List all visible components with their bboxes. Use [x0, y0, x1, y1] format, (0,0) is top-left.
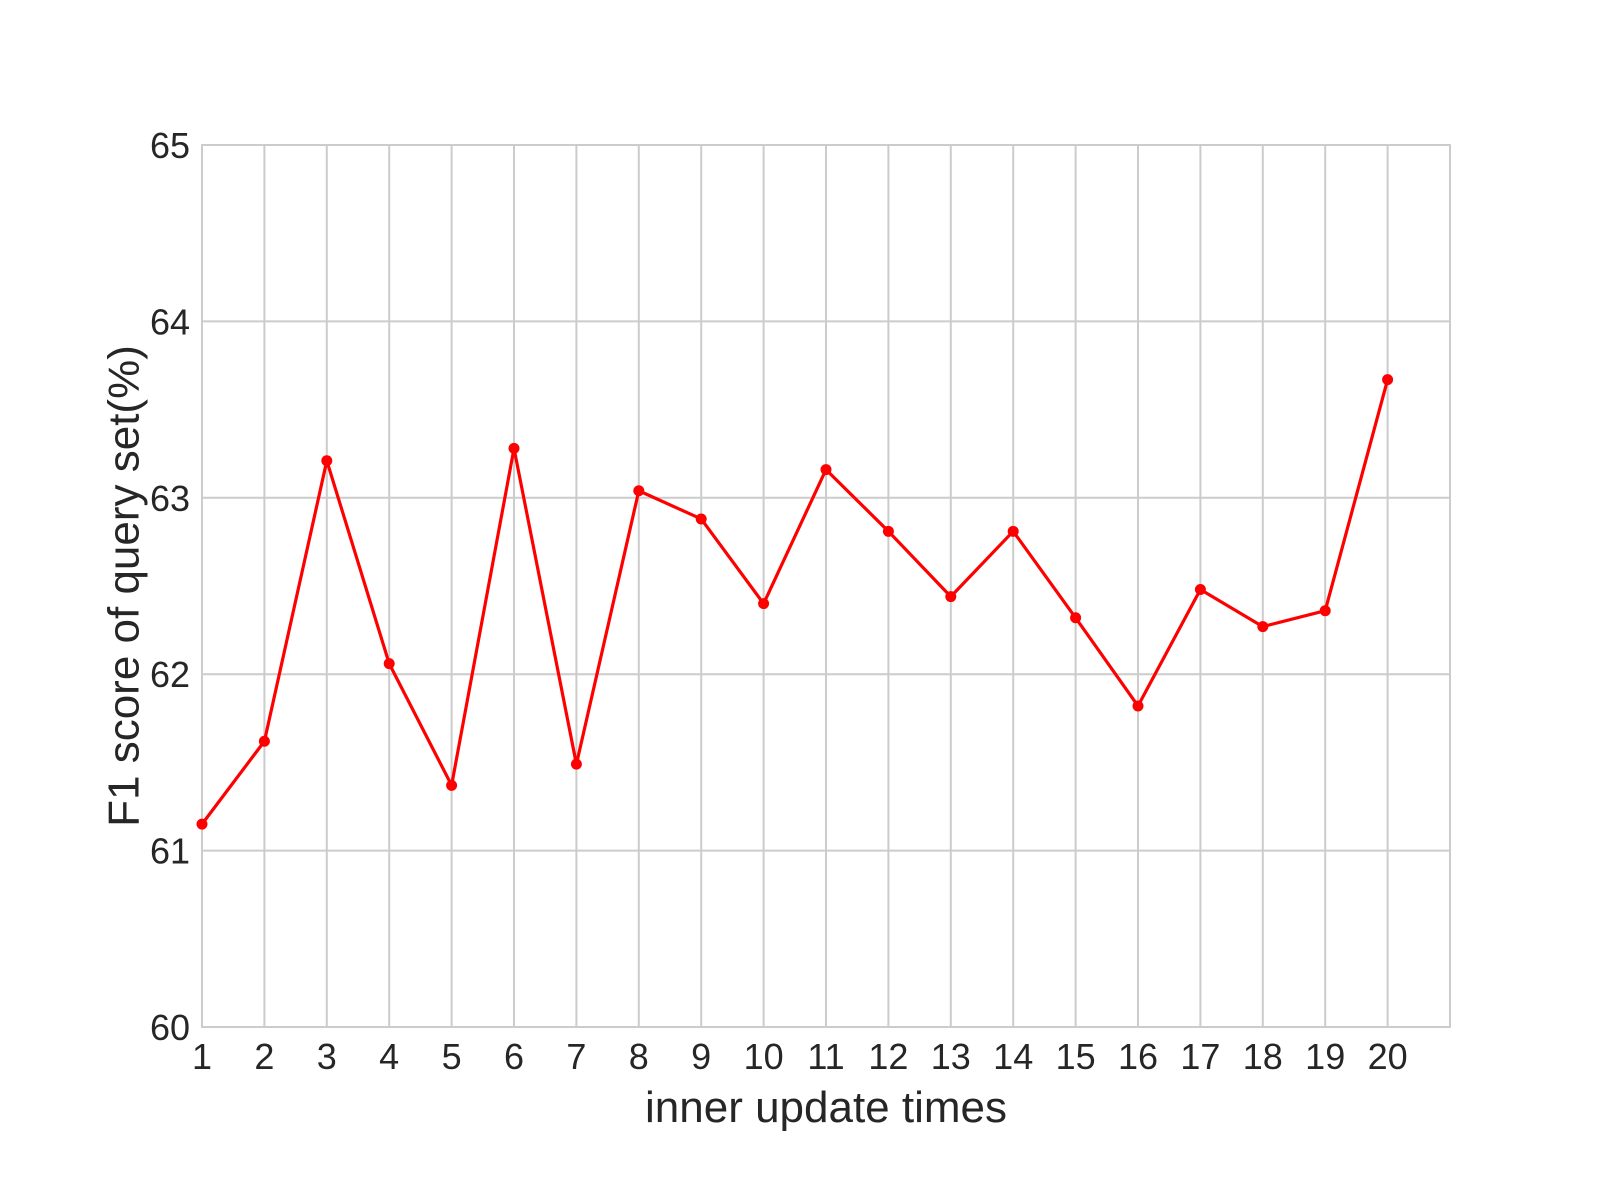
x-tick-label: 14 — [993, 1036, 1033, 1077]
y-tick-label: 62 — [150, 654, 190, 695]
y-axis-title: F1 score of query set(%) — [99, 345, 148, 827]
x-tick-label: 15 — [1056, 1036, 1096, 1077]
grid-lines — [201, 144, 1450, 1028]
x-tick-label: 3 — [317, 1036, 337, 1077]
y-tick-label: 61 — [150, 831, 190, 872]
data-point — [945, 591, 957, 603]
y-tick-label: 64 — [150, 301, 190, 342]
data-point — [196, 818, 208, 830]
data-point — [1319, 605, 1331, 617]
data-point — [383, 658, 395, 670]
data-point — [1194, 584, 1206, 596]
data-point — [508, 442, 520, 454]
data-point — [570, 758, 582, 770]
y-tick-label: 60 — [150, 1007, 190, 1048]
data-point — [1070, 612, 1082, 624]
x-tick-label: 20 — [1368, 1036, 1408, 1077]
x-tick-label: 2 — [254, 1036, 274, 1077]
data-point — [1132, 700, 1144, 712]
x-tick-labels: 1 2 3 4 5 6 7 8 9 10 11 12 13 14 15 16 17 18 19 20 — [192, 1036, 1408, 1077]
y-tick-labels: 60 61 62 63 64 65 — [150, 125, 190, 1048]
x-tick-label: 11 — [807, 1036, 844, 1077]
x-axis-title: inner update times — [645, 1083, 1007, 1132]
series-layer — [196, 374, 1394, 830]
x-tick-label: 7 — [566, 1036, 586, 1077]
data-point — [695, 513, 707, 525]
data-point — [882, 525, 894, 537]
x-tick-label: 17 — [1180, 1036, 1220, 1077]
y-tick-label: 65 — [150, 125, 190, 166]
x-tick-label: 8 — [629, 1036, 649, 1077]
data-point — [446, 779, 458, 791]
data-point — [258, 735, 270, 747]
data-point — [1007, 525, 1019, 537]
x-tick-label: 1 — [192, 1036, 212, 1077]
x-tick-label: 13 — [931, 1036, 971, 1077]
x-tick-label: 12 — [868, 1036, 908, 1077]
data-point — [820, 464, 832, 476]
x-tick-label: 18 — [1243, 1036, 1283, 1077]
data-point — [758, 598, 770, 610]
x-tick-label: 5 — [442, 1036, 462, 1077]
x-tick-label: 9 — [691, 1036, 711, 1077]
x-tick-label: 19 — [1305, 1036, 1345, 1077]
x-tick-label: 10 — [744, 1036, 784, 1077]
x-tick-label: 16 — [1118, 1036, 1158, 1077]
x-tick-label: 4 — [379, 1036, 399, 1077]
data-point — [1382, 374, 1394, 386]
data-point — [633, 485, 645, 497]
data-point — [1257, 621, 1269, 633]
x-tick-label: 6 — [504, 1036, 524, 1077]
data-point — [321, 455, 333, 467]
series-line — [200, 379, 1390, 826]
plot-area-frame — [201, 144, 1451, 1028]
y-tick-label: 63 — [150, 478, 190, 519]
